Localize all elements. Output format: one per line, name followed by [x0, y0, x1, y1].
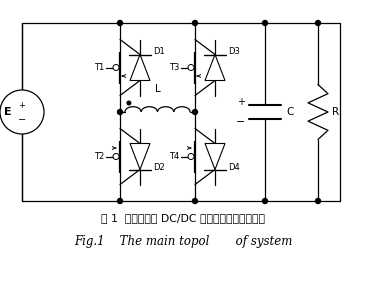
- Circle shape: [315, 20, 321, 25]
- Circle shape: [193, 20, 198, 25]
- Text: −: −: [18, 115, 26, 125]
- Polygon shape: [205, 55, 225, 80]
- Text: E: E: [4, 107, 12, 117]
- Text: Fig.1    The main topol       of system: Fig.1 The main topol of system: [74, 235, 292, 248]
- Text: −: −: [236, 117, 245, 127]
- Text: T3: T3: [169, 63, 179, 72]
- Polygon shape: [205, 143, 225, 170]
- Circle shape: [188, 65, 194, 70]
- Text: D2: D2: [153, 162, 165, 171]
- Text: L: L: [154, 84, 160, 94]
- Circle shape: [188, 153, 194, 160]
- Text: R: R: [332, 107, 339, 117]
- Text: T2: T2: [94, 152, 104, 161]
- Text: +: +: [237, 97, 245, 107]
- Circle shape: [0, 90, 44, 134]
- Polygon shape: [130, 143, 150, 170]
- Text: C: C: [286, 107, 294, 117]
- Circle shape: [193, 110, 198, 115]
- Circle shape: [113, 153, 119, 160]
- Text: T4: T4: [169, 152, 179, 161]
- Text: +: +: [19, 100, 26, 110]
- Text: D1: D1: [153, 48, 165, 57]
- Circle shape: [117, 110, 123, 115]
- Circle shape: [315, 198, 321, 203]
- Text: D3: D3: [228, 48, 240, 57]
- Text: 图 1  双向升降压 DC/DC 变换器主电路拓扑结构: 图 1 双向升降压 DC/DC 变换器主电路拓扑结构: [101, 213, 265, 223]
- Circle shape: [117, 20, 123, 25]
- Text: T1: T1: [94, 63, 104, 72]
- Polygon shape: [130, 55, 150, 80]
- Circle shape: [262, 20, 268, 25]
- Circle shape: [117, 198, 123, 203]
- Text: D4: D4: [228, 162, 240, 171]
- Circle shape: [113, 65, 119, 70]
- Circle shape: [193, 198, 198, 203]
- Circle shape: [127, 101, 131, 105]
- Circle shape: [262, 198, 268, 203]
